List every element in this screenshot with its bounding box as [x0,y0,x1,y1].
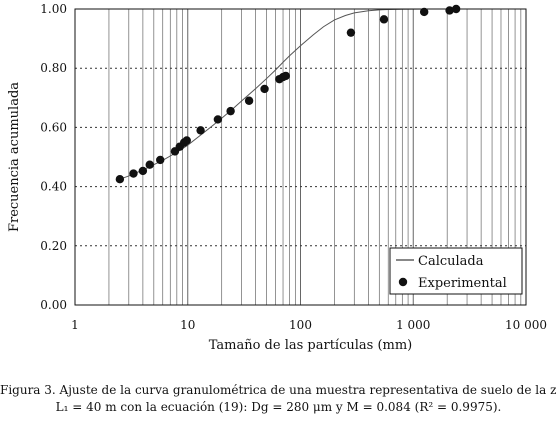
experimental-point [445,6,454,15]
experimental-point [115,175,125,184]
granulometric-chart: 1 10 100 1 000 10 000 0.00 0.20 0.40 0.60 0.80 1.… [7,2,547,353]
x-axis-title: Tamaño de las partículas (mm) [209,338,413,353]
x-axis-tick-labels: 1 10 100 1 000 10 000 [71,318,547,332]
experimental-point [226,106,235,116]
y-tick-label: 0.40 [40,180,67,194]
x-tick-label: 1 [71,318,79,332]
x-tick-label: 10 [180,318,195,332]
caption-line-1: Figura 3. Ajuste de la curva granulométr… [0,383,557,397]
legend-label-calculada: Calculada [418,254,484,269]
y-tick-label: 0.00 [40,298,67,312]
x-tick-label: 10 000 [505,318,547,332]
y-tick-label: 0.60 [40,120,67,134]
plot-frame [74,8,527,306]
experimental-point [346,28,356,37]
experimental-point [379,15,389,24]
experimental-point [244,96,254,105]
experimental-point [260,84,269,94]
x-tick-label: 1 000 [396,318,430,332]
y-tick-label: 0.80 [40,61,67,75]
experimental-point [145,160,154,169]
y-axis-title: Frecuencia acumulada [7,82,22,232]
experimental-point [138,166,148,176]
experimental-point [196,126,205,135]
y-tick-label: 1.00 [40,2,67,16]
x-tick-label: 100 [289,318,312,332]
experimental-point [129,169,138,178]
experimental-point [281,71,290,81]
y-tick-label: 0.20 [40,239,67,253]
caption-line-2: L₁ = 40 m con la ecuación (19): Dg = 280… [55,400,502,414]
y-axis-tick-labels: 0.00 0.20 0.40 0.60 0.80 1.00 [40,2,67,312]
experimental-points-layer [115,4,461,184]
legend-box [389,247,523,295]
legend: Calculada Experimental [389,247,523,295]
legend-dot-swatch [398,277,408,287]
experimental-point [182,136,191,145]
grid [75,9,526,305]
experimental-point [156,155,165,165]
experimental-point [419,7,429,17]
figure-caption: Figura 3. Ajuste de la curva granulométr… [0,382,557,416]
experimental-point [213,115,223,124]
legend-label-experimental: Experimental [418,276,507,291]
